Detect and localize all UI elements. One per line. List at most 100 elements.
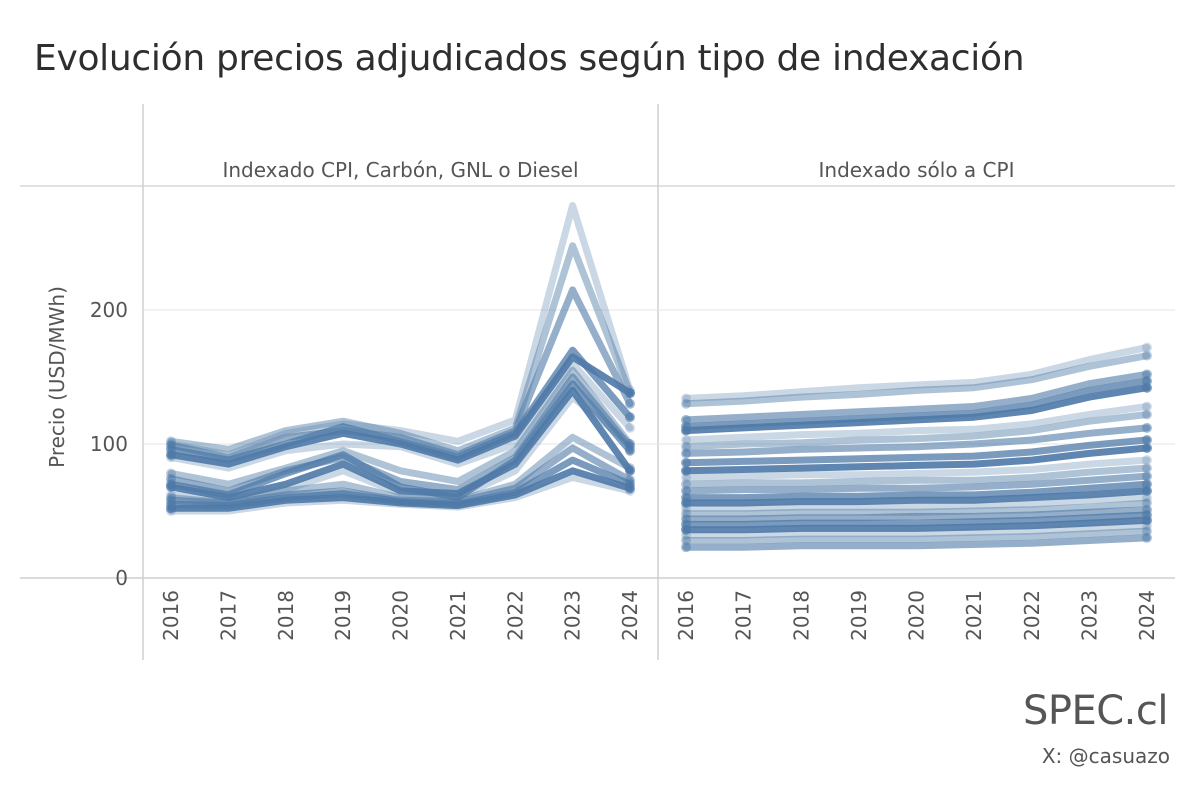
series-line (167, 467, 634, 512)
series-endpoint (1142, 463, 1152, 474)
panel-title: Indexado CPI, Carbón, GNL o Diesel (222, 158, 578, 182)
series-endpoint (625, 412, 635, 423)
series-line (167, 380, 634, 502)
series-line (682, 344, 1151, 402)
series-endpoint (681, 434, 691, 445)
series-endpoint (166, 506, 176, 516)
series-line (682, 480, 1151, 502)
x-tick-label: 2018 (274, 590, 298, 641)
series-endpoint (681, 535, 691, 546)
series-line (167, 360, 634, 472)
series-endpoint (1142, 515, 1152, 526)
series-endpoint (681, 448, 691, 459)
x-tick-label: 2016 (674, 590, 698, 641)
series-line (167, 353, 634, 468)
series-line (167, 286, 634, 461)
series-endpoint (166, 481, 176, 492)
series-line (682, 534, 1151, 551)
series-line (682, 506, 1151, 523)
series-endpoint (681, 425, 691, 436)
series-line (682, 444, 1151, 475)
x-tick-label: 2019 (331, 590, 355, 641)
series-line (682, 436, 1151, 467)
series-endpoint (1142, 409, 1152, 420)
series-line (682, 411, 1151, 451)
series-endpoint (1142, 485, 1152, 496)
series-line (167, 474, 634, 515)
series-endpoint (625, 398, 635, 409)
series-line (682, 499, 1151, 518)
series-endpoint (1142, 520, 1152, 531)
series-endpoint (625, 485, 635, 496)
series-line (682, 456, 1151, 481)
x-tick-label: 2017 (216, 590, 240, 641)
series-line (682, 522, 1151, 539)
y-axis-label: Precio (USD/MWh) (45, 286, 69, 468)
series-line (167, 242, 634, 455)
series-endpoint (625, 465, 635, 476)
series-line (682, 370, 1151, 424)
panel-title: Indexado sólo a CPI (819, 158, 1015, 182)
series-line (682, 516, 1151, 534)
series-line (682, 472, 1151, 495)
y-tick-label: 200 (90, 298, 128, 322)
series-endpoint (681, 472, 691, 483)
x-tick-label: 2018 (789, 590, 813, 641)
series-endpoint (1142, 492, 1152, 503)
series-endpoint (166, 449, 176, 460)
series-endpoint (681, 441, 691, 452)
series-endpoint (681, 479, 691, 490)
x-tick-label: 2020 (905, 590, 929, 641)
series-endpoint (1142, 532, 1152, 543)
series-endpoint (1142, 350, 1152, 361)
series-endpoint (681, 393, 691, 404)
x-tick-label: 2024 (1135, 590, 1159, 641)
series-endpoint (625, 463, 635, 474)
series-endpoint (166, 503, 176, 514)
series-line (682, 403, 1151, 444)
series-endpoint (1142, 443, 1152, 454)
series-endpoint (681, 457, 691, 468)
series-endpoint (1142, 342, 1152, 353)
series-endpoint (681, 503, 691, 514)
y-tick-label: 0 (115, 566, 128, 590)
x-tick-label: 2021 (962, 590, 986, 641)
series-line (682, 487, 1151, 507)
series-line (167, 386, 634, 502)
series-endpoint (625, 422, 635, 433)
x-tick-label: 2019 (847, 590, 871, 641)
series-endpoint (1142, 434, 1152, 445)
series-endpoint (1142, 422, 1152, 433)
brand-logo-text: SPEC.cl (1022, 688, 1169, 734)
series-endpoint (681, 530, 691, 541)
y-tick-label: 100 (90, 432, 128, 456)
series-line (167, 393, 634, 504)
series-line (682, 384, 1151, 435)
series-line (682, 511, 1151, 528)
chart-title: Evolución precios adjudicados según tipo… (34, 38, 1025, 79)
x-tick-label: 2017 (732, 590, 756, 641)
x-tick-label: 2023 (561, 590, 585, 641)
series-endpoint (625, 439, 635, 449)
x-tick-label: 2021 (446, 590, 470, 641)
series-line (682, 527, 1151, 544)
series-endpoint (1142, 471, 1152, 482)
series-endpoint (1142, 497, 1152, 508)
series-endpoint (1142, 382, 1152, 393)
series-endpoint (625, 445, 635, 456)
series-line (682, 377, 1151, 431)
x-tick-label: 2020 (389, 590, 413, 641)
x-tick-label: 2022 (503, 590, 527, 641)
series-endpoint (625, 388, 635, 399)
x-tick-label: 2016 (159, 590, 183, 641)
series-endpoint (681, 465, 691, 476)
series-line (682, 424, 1151, 457)
series-endpoint (625, 483, 635, 494)
series-line (682, 494, 1151, 512)
series-line (682, 464, 1151, 488)
x-tick-label: 2024 (618, 590, 642, 641)
x-tick-label: 2022 (1020, 590, 1044, 641)
series-endpoint (1142, 455, 1152, 466)
series-endpoint (681, 542, 691, 553)
